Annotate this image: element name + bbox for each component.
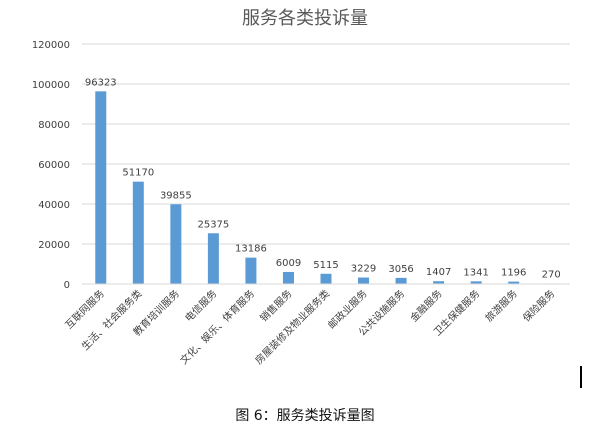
data-label: 3056 [388,264,413,275]
bar [433,281,445,284]
bar [358,277,370,284]
chart-container: 服务各类投诉量 0 20000 40000 60000 80000 100000 12000… [32,8,570,367]
y-tick-label: 120000 [32,40,70,51]
bar [395,277,407,284]
bars [95,91,557,284]
data-label: 1341 [463,267,488,278]
data-label: 13186 [235,244,267,255]
x-tick-label: 旅游服务 [482,287,519,324]
data-label: 1196 [501,268,526,279]
data-label: 39855 [160,190,192,201]
text-cursor [580,366,582,388]
x-tick-label: 销售服务 [257,287,294,324]
data-label: 1407 [426,267,451,278]
bar [508,281,520,284]
data-label: 51170 [122,168,154,179]
data-label: 5115 [313,260,338,271]
data-labels: 96323 51170 39855 25375 13186 6009 5115 3229 305… [85,77,561,280]
data-label: 6009 [276,258,301,269]
y-tick-label: 100000 [32,80,70,91]
x-tick-label: 文化、娱乐、体育服务 [177,287,257,367]
data-label: 3229 [351,264,376,275]
data-label: 270 [542,269,561,280]
bar [282,271,294,284]
bar [132,181,144,284]
bar [170,204,182,284]
y-tick-label: 0 [64,280,70,291]
bar [245,257,257,284]
x-tick-label: 电信服务 [182,287,219,324]
bar [95,91,107,284]
x-tick-label: 生活、社会服务类 [79,287,145,353]
bar [470,281,482,284]
y-tick-label: 60000 [38,160,70,171]
y-tick-label: 80000 [38,120,70,131]
y-tick-label: 40000 [38,200,70,211]
y-tick-label: 20000 [38,240,70,251]
gridlines [82,43,570,245]
figure-caption: 图 6：服务类投诉量图 [235,408,375,424]
bar-chart: 服务各类投诉量 0 20000 40000 60000 80000 100000 12000… [32,8,570,367]
x-tick-label: 保险服务 [520,287,557,324]
data-label: 96323 [85,77,117,88]
bar [320,273,332,284]
data-label: 25375 [197,219,229,230]
y-axis-ticks: 0 20000 40000 60000 80000 100000 120000 [32,40,70,291]
x-tick-label: 金融服务 [407,287,444,324]
chart-title: 服务各类投诉量 [242,8,368,29]
x-tick-label: 房屋装修及物业服务类 [252,287,332,367]
bar [207,233,219,284]
